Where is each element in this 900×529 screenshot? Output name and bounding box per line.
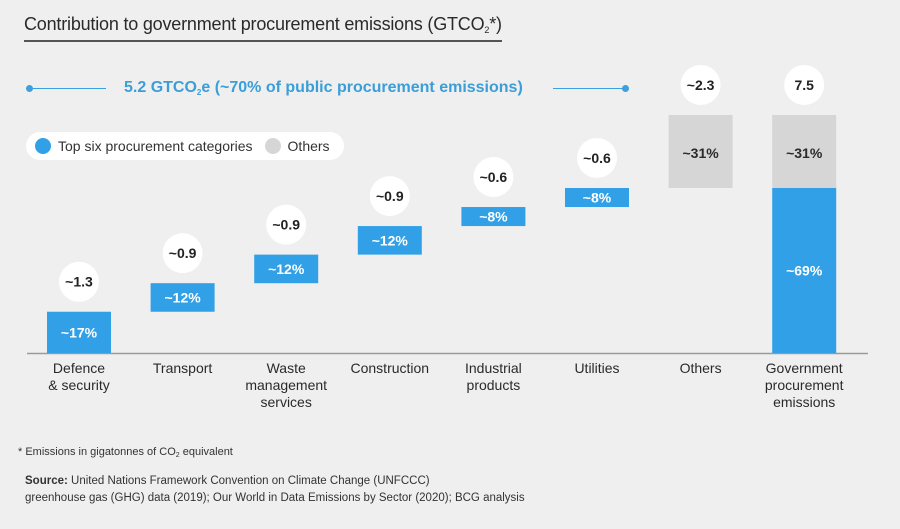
x-tick-label-line: Construction	[350, 360, 430, 376]
bar	[668, 115, 733, 188]
title-subscript: 2	[484, 25, 490, 35]
value-bubble	[577, 137, 617, 178]
footnote-sub: 2	[175, 452, 180, 459]
x-tick-label-line: procurement	[764, 377, 844, 393]
value-bubble	[369, 176, 410, 217]
x-tick-label: Transport	[123, 360, 243, 377]
bracket-right-dot	[622, 85, 629, 92]
bar-total-segment-others	[772, 115, 837, 188]
footnote-pre: * Emissions in gigatonnes of CO	[18, 446, 176, 458]
bar-total-segment-top6	[772, 187, 837, 353]
share-label: ~12%	[268, 261, 305, 277]
x-tick-label-line: Defence	[52, 360, 106, 376]
share-label: ~17%	[61, 324, 98, 340]
bracket-label-post: e (~70% of public procurement emissions)	[201, 79, 523, 96]
x-tick-label: Industrial products	[433, 360, 553, 394]
value-bubble	[784, 65, 825, 105]
x-tick-label-line: products	[466, 377, 521, 393]
bracket-label-sub: 2	[196, 88, 202, 97]
bar	[461, 207, 526, 227]
bracket-left-dot	[26, 85, 33, 92]
legend-label-others: Others	[287, 138, 330, 154]
value-bubble	[473, 157, 514, 198]
x-tick-label: Waste management services	[226, 360, 346, 411]
value-label: ~0.9	[272, 217, 300, 233]
legend-label-top6: Top six procurement categories	[58, 138, 253, 154]
value-label: ~2.3	[687, 77, 715, 93]
legend: Top six procurement categories Others	[26, 132, 344, 160]
x-tick-label-line: management	[245, 377, 328, 393]
value-label: ~0.6	[480, 169, 508, 185]
x-tick-label-line: Industrial	[464, 360, 522, 376]
bar	[150, 283, 215, 312]
title-end: *)	[489, 14, 502, 34]
value-label: ~1.3	[65, 274, 93, 290]
value-label: ~0.9	[376, 188, 404, 204]
value-label: ~0.6	[583, 150, 611, 166]
value-bubble	[680, 65, 721, 105]
bar	[47, 311, 111, 353]
legend-item-others: Others	[261, 138, 330, 154]
source-note: Source: United Nations Framework Convent…	[25, 473, 525, 507]
source-line-1: United Nations Framework Convention on C…	[67, 475, 430, 487]
share-label: ~12%	[372, 232, 409, 248]
x-tick-label: Utilities	[537, 360, 657, 377]
bar	[565, 187, 629, 208]
x-tick-label: Construction	[330, 360, 450, 377]
x-tick-label-line: emissions	[773, 394, 836, 410]
bracket-right-line	[553, 88, 625, 89]
value-label: 7.5	[794, 77, 814, 93]
value-bubble	[59, 261, 99, 302]
legend-item-top6: Top six procurement categories	[26, 138, 253, 154]
source-line-2: greenhouse gas (GHG) data (2019); Our Wo…	[25, 492, 525, 504]
x-tick-label-line: Government	[765, 360, 843, 376]
share-label-total-others: ~31%	[786, 145, 823, 161]
bracket-left-line	[30, 88, 106, 89]
bar	[357, 226, 422, 255]
x-tick-label-line: services	[260, 394, 312, 410]
chart-title: Contribution to government procurement e…	[24, 14, 502, 42]
bracket-label-pre: 5.2 GTCO	[124, 79, 197, 96]
x-tick-label-line: & security	[48, 377, 110, 393]
legend-swatch-top6	[35, 138, 51, 154]
value-label: ~0.9	[169, 245, 197, 261]
share-label: ~8%	[479, 209, 508, 225]
legend-swatch-others	[264, 138, 281, 154]
footnote: * Emissions in gigatonnes of CO2 equival…	[18, 446, 233, 459]
share-label: ~31%	[682, 145, 719, 161]
x-tick-label: Government procurement emissions	[744, 360, 864, 411]
x-tick-label-line: Transport	[152, 360, 213, 376]
bracket-annotation: 5.2 GTCO2e (~70% of public procurement e…	[124, 79, 523, 97]
share-label: ~12%	[164, 289, 201, 305]
footnote-post: equivalent	[179, 446, 233, 458]
x-tick-label-line: Others	[679, 360, 722, 376]
share-label: ~8%	[583, 190, 612, 206]
bar	[254, 254, 319, 284]
share-label-total-top6: ~69%	[786, 262, 823, 278]
x-tick-label: Others	[641, 360, 761, 377]
value-bubble	[162, 233, 203, 274]
x-tick-label-line: Waste	[266, 360, 306, 376]
x-tick-label-line: Utilities	[574, 360, 620, 376]
value-bubble	[266, 204, 307, 245]
x-tick-label: Defence & security	[19, 360, 139, 394]
title-text: Contribution to government procurement e…	[24, 14, 485, 34]
source-label: Source:	[25, 475, 68, 487]
